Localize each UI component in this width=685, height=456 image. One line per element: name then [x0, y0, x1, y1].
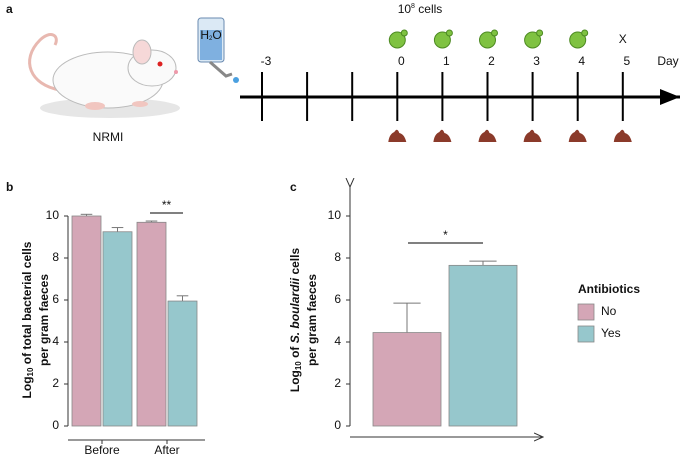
bottle-label-part: H	[200, 28, 209, 42]
bar	[167, 300, 198, 427]
day-label: 3	[533, 54, 540, 68]
bar	[448, 264, 518, 427]
water-bottle: H2O	[197, 17, 239, 83]
y-tick-label: 6	[334, 292, 341, 306]
yeast-cell	[388, 31, 406, 49]
yeast-cell	[433, 31, 451, 49]
yeast-bud	[445, 29, 453, 37]
bar	[102, 231, 133, 427]
significance-label: **	[162, 198, 172, 212]
bar	[136, 221, 167, 427]
yeast-bud	[581, 29, 589, 37]
day-label: 2	[488, 54, 495, 68]
feces-icon	[388, 129, 407, 142]
dose-label: 108 cells	[398, 2, 443, 16]
bottle-label: H2O	[200, 28, 221, 42]
y-tick-label: 2	[334, 376, 341, 390]
y-axis-label: per gram faeces	[305, 274, 319, 366]
x-tick-label: After	[154, 443, 179, 456]
yeast-cell	[569, 31, 587, 49]
y-axis-label-part: Log	[288, 370, 302, 392]
bottle-label-part: O	[212, 28, 221, 42]
y-tick-label: 6	[52, 292, 59, 306]
legend-swatch	[577, 303, 595, 321]
feces-icon	[613, 129, 632, 142]
legend-title: Antibiotics	[578, 282, 640, 296]
y-axis-label-part: cells	[288, 248, 302, 278]
feces-icon	[523, 129, 542, 142]
y-tick-label: 0	[334, 418, 341, 432]
y-tick-label: 8	[52, 250, 59, 264]
mouse-label: NRMI	[93, 130, 124, 144]
y-axis-label-part: 10	[294, 361, 303, 370]
y-tick-label: 4	[334, 334, 341, 348]
yeast-bud	[491, 29, 498, 37]
y-axis-label: Log10 of S. boulardii cells	[288, 248, 303, 393]
significance-label: *	[443, 228, 448, 242]
legend-label: No	[601, 304, 617, 318]
x-tick-label: Before	[84, 443, 120, 456]
panel-label: c	[290, 180, 297, 194]
y-tick-label: 10	[328, 208, 342, 222]
dose-label-part: 10	[398, 2, 412, 16]
feces-icon	[478, 129, 497, 142]
y-axis-label-part: S. boulardii	[288, 277, 302, 343]
y-tick-label: 4	[52, 334, 59, 348]
dose-label-part: cells	[415, 2, 442, 16]
mouse-illustration	[28, 33, 180, 118]
day-label: 0	[398, 54, 405, 68]
y-axis-label-part: of total bacterial cells	[20, 241, 34, 367]
bar	[71, 215, 102, 427]
yeast-cell	[479, 31, 496, 49]
day-label: 4	[578, 54, 585, 68]
day-label: -3	[261, 54, 272, 68]
y-tick-label: 8	[334, 250, 341, 264]
dose-label-part: 8	[411, 3, 415, 10]
day-label: 1	[443, 54, 450, 68]
bottle-label-part: 2	[209, 36, 213, 42]
y-tick-label: 2	[52, 376, 59, 390]
feces-icon	[568, 129, 587, 142]
y-axis-label-part: Log	[20, 376, 34, 398]
y-axis-label: per gram faeces	[37, 274, 51, 366]
y-axis-label: Log10 of total bacterial cells	[20, 241, 35, 398]
legend-label: Yes	[601, 326, 621, 340]
yeast-bud	[400, 29, 408, 37]
y-axis-label-part: 10	[26, 367, 35, 376]
yeast-bud	[536, 29, 544, 37]
legend-swatch	[577, 325, 595, 343]
timeline-axis-label: Day	[657, 54, 678, 68]
y-axis-label-part: of	[288, 343, 302, 361]
y-tick-label: 10	[46, 208, 60, 222]
yeast-cell	[524, 31, 542, 49]
y-tick-label: 0	[52, 418, 59, 432]
bar	[372, 332, 442, 427]
end-mark: X	[619, 32, 627, 46]
panel-label: a	[6, 2, 13, 16]
day-label: 5	[623, 54, 630, 68]
panel-label: b	[6, 180, 13, 194]
feces-icon	[433, 129, 452, 142]
